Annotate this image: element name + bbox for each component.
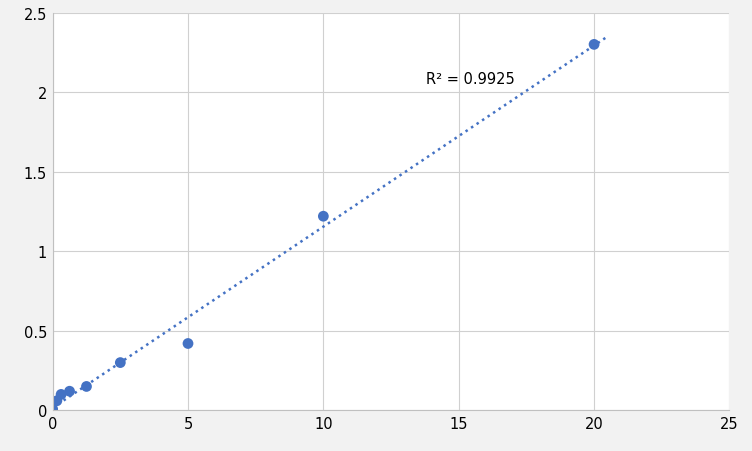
Point [47, 405, 59, 413]
Text: R² = 0.9925: R² = 0.9925 [426, 72, 515, 87]
Point [51, 397, 63, 405]
Point [588, 41, 600, 49]
Point [182, 340, 194, 347]
Point [80, 383, 92, 390]
Point [55, 391, 67, 398]
Point [114, 359, 126, 366]
Point [317, 213, 329, 221]
Point [63, 388, 75, 395]
